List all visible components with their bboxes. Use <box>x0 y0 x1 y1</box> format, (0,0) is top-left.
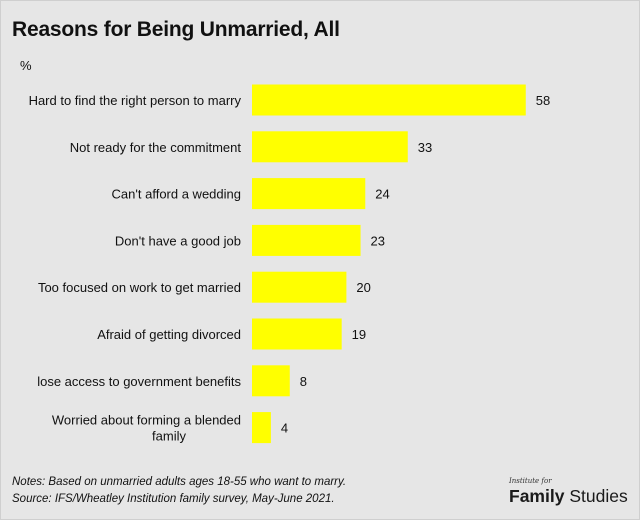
bar-value-label: 23 <box>371 233 385 248</box>
ifs-logo: Institute for Family Studies <box>509 478 633 514</box>
logo-small-text: Institute for <box>509 477 552 485</box>
category-label: Don't have a good job <box>115 233 241 248</box>
unit-label: % <box>20 58 32 73</box>
category-label: lose access to government benefits <box>37 374 241 389</box>
category-label: Worried about forming a blended family <box>52 413 241 444</box>
notes-line: Notes: Based on unmarried adults ages 18… <box>12 476 347 488</box>
bar-value-label: 20 <box>356 280 370 295</box>
chart-notes: Notes: Based on unmarried adults ages 18… <box>12 474 346 508</box>
logo-word-studies: Studies <box>569 486 628 506</box>
category-label-line: Worried about forming a blended <box>52 413 241 428</box>
category-label-line: Can't afford a wedding <box>112 187 241 202</box>
bar-value-label: 8 <box>300 374 307 389</box>
bar-chart: 58 Hard to find the right person to marry… <box>29 84 550 444</box>
category-label-line: Don't have a good job <box>115 233 241 248</box>
category-label-line: Not ready for the commitment <box>70 140 242 155</box>
bar-value-label: 19 <box>352 327 366 342</box>
logo-word-family: Family <box>509 486 565 506</box>
chart-title: Reasons for Being Unmarried, All <box>12 18 340 41</box>
bar <box>252 224 361 256</box>
category-label-line: family <box>152 429 186 444</box>
bar-value-label: 24 <box>375 187 389 202</box>
logo-text: Family Studies <box>509 486 628 507</box>
category-label-line: Too focused on work to get married <box>38 280 241 295</box>
bar <box>252 365 290 397</box>
category-label-line: lose access to government benefits <box>37 374 241 389</box>
bar <box>252 412 271 444</box>
bar <box>252 271 347 303</box>
bar <box>252 318 342 350</box>
category-label-line: Hard to find the right person to marry <box>29 93 242 108</box>
bar <box>252 131 408 163</box>
source-line: Source: IFS/Wheatley Institution family … <box>12 493 335 505</box>
category-label: Not ready for the commitment <box>70 140 242 155</box>
bar <box>252 178 366 210</box>
category-label-line: Afraid of getting divorced <box>97 327 241 342</box>
category-label: Can't afford a wedding <box>112 187 241 202</box>
category-label: Hard to find the right person to marry <box>29 93 242 108</box>
category-label: Afraid of getting divorced <box>97 327 241 342</box>
bar-value-label: 33 <box>418 140 432 155</box>
category-label: Too focused on work to get married <box>38 280 241 295</box>
bar <box>252 84 526 116</box>
bar-value-label: 58 <box>536 93 550 108</box>
bar-value-label: 4 <box>281 421 288 436</box>
